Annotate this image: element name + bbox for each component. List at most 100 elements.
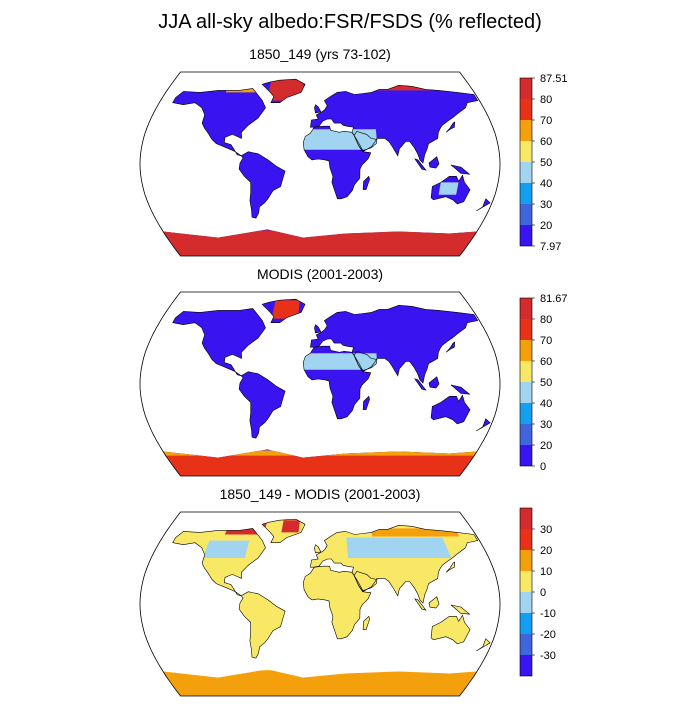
land-japan [446, 342, 455, 353]
land-africa [303, 566, 371, 639]
colorbar-swatch [520, 445, 532, 466]
colorbar-swatch [520, 298, 532, 319]
panel-1-title: 1850_149 (yrs 73-102) [249, 46, 391, 62]
panel-1-colorbar: 87.51 80 70 60 50 40 30 20 7.97 [519, 73, 568, 253]
land-south-america [239, 591, 286, 659]
coastline-new-guinea [450, 164, 471, 175]
coastline-indonesia-sumatra [414, 158, 427, 171]
land-new-zealand [476, 638, 491, 651]
colorbar-swatch [520, 592, 532, 613]
land-north-america [172, 88, 266, 156]
land-indonesia-sumatra [414, 158, 426, 171]
coastline-madagascar [362, 175, 370, 190]
colorbar-tick-label: 50 [540, 377, 552, 389]
coastline-south-america [238, 371, 286, 439]
colorbar-tick-label: 80 [540, 314, 552, 326]
coastline-madagascar [362, 395, 370, 410]
coastline-greenland [261, 518, 306, 543]
coastline-arabia [353, 350, 378, 372]
region-sahara-arabia [303, 129, 378, 150]
panel-3-map [139, 511, 501, 697]
coastline-new-zealand [476, 198, 491, 212]
colorbar-swatch [520, 361, 532, 382]
colorbar-tick-label: 60 [540, 356, 552, 368]
coastline-japan [445, 121, 456, 133]
colorbar-swatch [520, 204, 532, 225]
colorbar-swatch [520, 162, 532, 183]
coastline-europe-asia [310, 304, 479, 384]
map-boundary [139, 291, 501, 477]
coastline-europe-asia [310, 84, 479, 164]
coastline-japan [445, 561, 456, 573]
land-indonesia-borneo [429, 156, 439, 169]
panel-2-title: MODIS (2001-2003) [256, 266, 384, 282]
colorbar-swatch [520, 99, 532, 120]
region-antarctica [163, 670, 478, 696]
colorbar-swatch [520, 655, 532, 676]
coastline-africa [302, 565, 372, 640]
colorbar-tick-label: 20 [540, 220, 552, 232]
coastline-indonesia-borneo [428, 376, 440, 389]
land-south-america [239, 371, 286, 439]
land-uk [314, 104, 321, 113]
land-madagascar [363, 616, 370, 630]
panel-2-colorbar: 81.67 80 70 60 50 40 30 20 0 [519, 293, 568, 473]
coastline-madagascar [362, 615, 370, 630]
colorbar-swatch [520, 78, 532, 99]
land-japan [446, 122, 455, 133]
coastline-australia [430, 394, 471, 425]
region-canada [202, 540, 250, 558]
land-indonesia-sumatra [414, 378, 426, 391]
coastline-indonesia-borneo [428, 596, 440, 609]
colorbar-tick-label: 20 [540, 545, 552, 557]
land-new-guinea [451, 385, 470, 395]
coastline-greenland [261, 78, 306, 103]
coastline-north-america [172, 308, 266, 377]
coastline-uk [314, 324, 322, 334]
coastline-indonesia-sumatra [414, 598, 427, 611]
land-uk [314, 544, 321, 553]
coastline-indonesia-borneo [428, 156, 440, 169]
panel-3-colorbar: 30 20 10 0 -10 -20 -30 [519, 507, 556, 677]
coastline-south-america [238, 151, 286, 219]
colorbar-tick-label: 87.51 [540, 73, 568, 85]
colorbar-tick-label: 80 [540, 94, 552, 106]
colorbar-tick-label: 10 [540, 566, 552, 578]
land-indonesia-borneo [429, 596, 439, 609]
land-indonesia-sumatra [414, 598, 426, 611]
land-japan [446, 562, 455, 573]
colorbar-swatch [520, 141, 532, 162]
colorbar-swatch [520, 120, 532, 141]
coastline-arabia [353, 130, 378, 152]
coastline-north-america [172, 88, 266, 157]
land-new-guinea [451, 605, 470, 615]
colorbar-swatch [520, 529, 532, 550]
region-australia-interior [438, 182, 459, 195]
region-eurasia-north [346, 537, 452, 558]
coastline-north-america [172, 528, 266, 597]
colorbar-tick-label: 50 [540, 157, 552, 169]
region-antarctica [163, 451, 477, 476]
colorbar-swatch [520, 634, 532, 655]
colorbar-tick-label: 7.97 [540, 241, 561, 253]
coastline-new-guinea [450, 604, 471, 615]
coastline-europe-asia [310, 524, 479, 604]
colorbar-tick-label: 60 [540, 136, 552, 148]
colorbar-tick-label: 81.67 [540, 293, 568, 305]
coastline-new-zealand [476, 638, 491, 652]
land-europe-asia [310, 305, 478, 383]
coastline-japan [445, 341, 456, 353]
coastline-indonesia-sumatra [414, 378, 427, 391]
colorbar-swatch [520, 382, 532, 403]
colorbar-tick-label: 20 [540, 440, 552, 452]
region-antarctica [163, 230, 478, 256]
colorbar-swatch [520, 225, 532, 246]
land-australia [431, 395, 470, 424]
colorbar-swatch [520, 183, 532, 204]
colorbar-tick-label: 30 [540, 524, 552, 536]
colorbar-swatch [520, 424, 532, 445]
coastline-uk [314, 104, 322, 114]
colorbar-tick-label: -10 [540, 608, 556, 620]
colorbar-tick-label: 40 [540, 398, 552, 410]
coastline-africa [302, 125, 372, 200]
